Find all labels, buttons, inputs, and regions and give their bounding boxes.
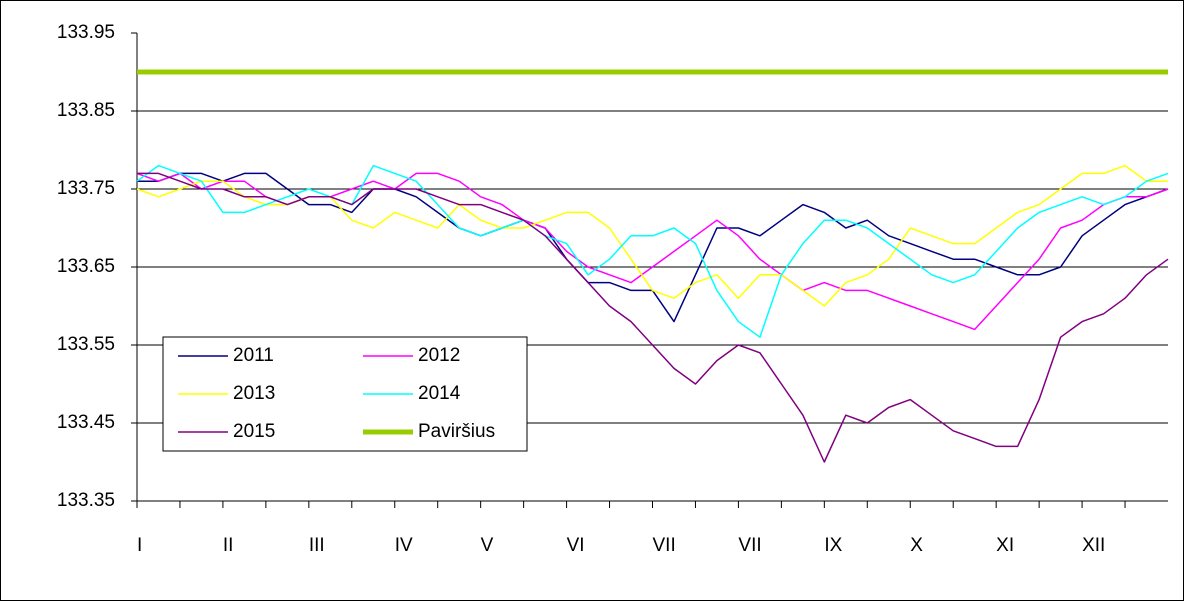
x-tick-label: XII	[1082, 535, 1105, 556]
legend-label: 2013	[233, 383, 275, 404]
x-tick-label: V	[481, 535, 494, 556]
legend: 2011 2012 2013 2014 2015 Paviršius	[162, 336, 528, 452]
y-tick-label: 133.65	[57, 256, 115, 277]
x-tick-label: I	[137, 535, 142, 556]
legend-label: 2011	[233, 345, 274, 366]
y-tick-label: 133.95	[57, 22, 115, 43]
legend-label: Paviršius	[418, 421, 495, 442]
x-tick-label: VII	[738, 535, 761, 556]
series-line	[136, 164, 1169, 338]
y-tick-label: 133.55	[57, 334, 115, 355]
legend-label: 2015	[233, 421, 275, 442]
x-tick-label: XI	[996, 535, 1014, 556]
series-line	[137, 172, 1169, 463]
x-tick-label: III	[309, 535, 325, 556]
x-tick-label: X	[910, 535, 923, 556]
legend-label: 2014	[418, 383, 461, 404]
legend-label: 2012	[418, 345, 460, 366]
x-tick-label: VI	[567, 535, 585, 556]
y-tick-label: 133.85	[57, 100, 115, 121]
y-tick-label: 133.35	[57, 490, 115, 511]
x-tick-label: II	[223, 535, 234, 556]
x-tick-label: IX	[824, 535, 842, 556]
y-tick-label: 133.75	[57, 178, 115, 199]
x-tick-label: IV	[395, 535, 413, 556]
y-tick-label: 133.45	[57, 412, 115, 433]
x-tick-label: VII	[653, 535, 676, 556]
